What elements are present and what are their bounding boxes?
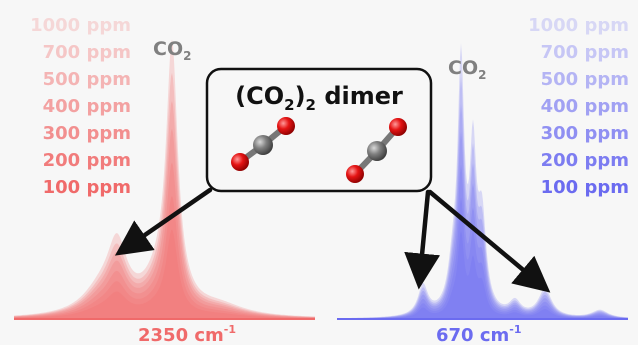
- spectrum-trace: [337, 164, 628, 319]
- spectrum-trace: [337, 43, 628, 319]
- left-concentration-legend: 1000 ppm 700 ppm 500 ppm 400 ppm 300 ppm 200 …: [30, 15, 131, 198]
- concentration-label: 100 ppm: [43, 177, 131, 198]
- arrow-to-right-dimer-peak-2: [427, 189, 551, 293]
- spectrum-trace: [14, 196, 315, 319]
- spectrum-trace: [14, 229, 315, 319]
- right-co2-peak-label: CO2: [448, 57, 486, 82]
- right-spectrum-panel: 1000 ppm 700 ppm 500 ppm 400 ppm 300 ppm 200 …: [337, 15, 629, 345]
- concentration-label: 400 ppm: [541, 96, 629, 117]
- spectrum-trace: [337, 230, 628, 319]
- carbon-atom: [367, 141, 387, 161]
- oxygen-atom: [389, 118, 407, 136]
- right-spectra: [337, 43, 628, 319]
- concentration-label: 700 ppm: [43, 42, 131, 63]
- concentration-label: 300 ppm: [541, 123, 629, 144]
- spectrum-trace: [14, 162, 315, 319]
- spectrum-trace: [14, 39, 315, 320]
- co2-molecule-left: [231, 117, 295, 171]
- concentration-label: 200 ppm: [541, 150, 629, 171]
- oxygen-atom: [277, 117, 295, 135]
- arrow-to-right-dimer-peak-1: [404, 189, 441, 290]
- right-concentration-legend: 1000 ppm 700 ppm 500 ppm 400 ppm 300 ppm 200 …: [528, 15, 629, 198]
- left-axis-label: 2350 cm-1: [138, 323, 236, 345]
- co2-molecule-right: [346, 118, 407, 183]
- left-co2-peak-label: CO2: [153, 38, 191, 63]
- concentration-label: 100 ppm: [541, 177, 629, 198]
- concentration-label: 300 ppm: [43, 123, 131, 144]
- arrows: [114, 187, 551, 293]
- dimer-title: (CO2)2 dimer: [235, 82, 403, 114]
- dimer-box: (CO2)2 dimer: [205, 67, 433, 193]
- spectrum-trace: [337, 197, 628, 319]
- concentration-label: 1000 ppm: [30, 15, 131, 36]
- spectrum-trace: [337, 76, 628, 319]
- oxygen-atom: [231, 153, 249, 171]
- concentration-label: 500 ppm: [43, 69, 131, 90]
- right-axis-label: 670 cm-1: [436, 323, 522, 345]
- concentration-label: 400 ppm: [43, 96, 131, 117]
- spectrum-trace: [14, 73, 315, 319]
- oxygen-atom: [346, 165, 364, 183]
- concentration-label: 700 ppm: [541, 42, 629, 63]
- concentration-label: 1000 ppm: [528, 15, 629, 36]
- concentration-label: 500 ppm: [541, 69, 629, 90]
- arrow-to-left-dimer-peak: [114, 187, 213, 256]
- spectrum-trace: [337, 104, 628, 319]
- carbon-atom: [253, 135, 273, 155]
- spectrum-trace: [337, 131, 628, 319]
- spectrum-trace: [14, 100, 315, 320]
- concentration-label: 200 ppm: [43, 150, 131, 171]
